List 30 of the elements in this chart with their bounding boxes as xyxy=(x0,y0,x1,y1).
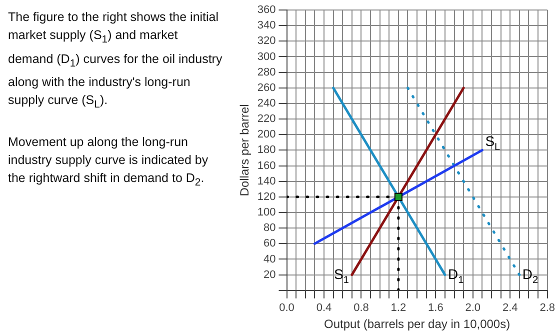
y-tick-label: 20 xyxy=(264,268,276,281)
y-tick-label: 60 xyxy=(264,238,276,250)
y-tick-label: 100 xyxy=(257,206,276,219)
x-tick-label: 1.6 xyxy=(428,302,444,314)
y-tick-label: 180 xyxy=(257,144,276,156)
y-tick-label: 80 xyxy=(264,222,276,234)
text: The figure to the right shows the initial market supply (S$_{1}$) and market demand (D$_{1}$) curves for the oil industry along with the industry's long-run supply curve (S$_{L}$). xyxy=(8,10,222,110)
y-tick-label: 120 xyxy=(257,190,276,203)
x-tick-label: 2.8 xyxy=(540,302,556,314)
y-tick-label: 340 xyxy=(257,20,276,32)
y-tick-label: 300 xyxy=(257,50,276,63)
y-tick-label: 320 xyxy=(257,35,276,48)
x-tick-label: 0.8 xyxy=(354,302,369,314)
x-tick-label: 1.2 xyxy=(390,302,406,314)
y-tick-label: 40 xyxy=(264,253,276,266)
x-tick-label: 0.4 xyxy=(316,302,332,314)
y-tick-label: 200 xyxy=(257,128,276,141)
y-tick-label: 260 xyxy=(257,82,276,94)
y-tick-label: 160 xyxy=(257,160,276,172)
x-axis-title: Output (barrels per day in 10,000s) xyxy=(324,317,510,332)
y-tick-label: 220 xyxy=(257,113,276,126)
y-tick-label: 140 xyxy=(257,175,276,188)
y-tick-label: 360 xyxy=(257,4,276,16)
y-tick-label: 280 xyxy=(257,66,276,78)
y-tick-label: 240 xyxy=(257,98,276,110)
x-tick-label: 2.0 xyxy=(465,302,481,314)
x-tick-label: 2.4 xyxy=(502,302,518,314)
text: Movement up along the long-run industry supply curve is indicated by the rightward shift in demand to D$_{2}$. xyxy=(8,134,210,190)
y-axis-title: Dollars per barrel xyxy=(238,104,252,196)
x-tick-label: 0.0 xyxy=(279,302,294,314)
